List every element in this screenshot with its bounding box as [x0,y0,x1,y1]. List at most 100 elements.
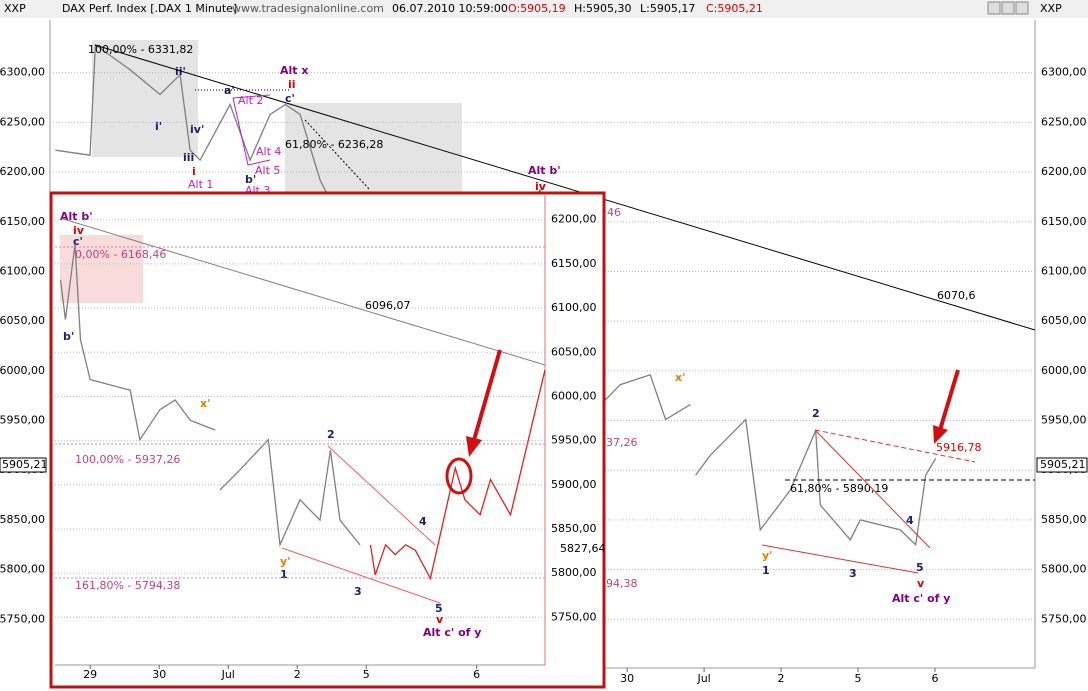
x-tick-label: 2 [294,668,301,681]
zone [60,235,143,303]
btn[interactable] [1015,1,1029,15]
open: O:5905,19 [508,2,566,15]
annotation: 1 [762,564,770,577]
annotation: Alt b' [528,164,561,177]
annotation: 161,80% - 5794,38 [75,579,180,592]
x-tick-label: 30 [152,668,166,681]
annotation: iv [535,180,547,193]
annotation: v [436,613,444,626]
y-tick-label: 6250,00 [1041,115,1087,128]
y-tick-label: 5900,00 [551,478,597,491]
y-tick-label: 6300,00 [1041,66,1087,79]
y-tick-label: 5750,00 [0,612,45,625]
y-tick-label: 6100,00 [551,301,597,314]
arrow [472,349,502,441]
arrow-head [933,425,948,444]
trendline [814,429,931,549]
price-box [1036,457,1088,473]
y-tick-label: 6200,00 [1041,165,1087,178]
trendline [59,217,546,366]
annotation: 46 [607,206,621,219]
y-tick-label: 6150,00 [1041,215,1087,228]
annotation: Alt c' of y [423,626,481,639]
source: www.tradesignalonline.com [232,2,384,15]
y-tick-label: 5800,00 [1041,563,1087,576]
window-buttons[interactable] [987,1,1029,15]
y-tick-label: 6100,00 [0,264,45,277]
y-tick-label: 6050,00 [1041,314,1087,327]
annotation: Alt 4 [256,145,281,158]
annotation: i' [155,120,162,133]
annotation: 3 [849,567,857,580]
y-tick-label: 5800,00 [551,566,597,579]
annotation: 2 [327,428,335,441]
trendline [281,547,441,604]
y-tick-label: 5750,00 [551,610,597,623]
y-tick-label: 5850,00 [1041,513,1087,526]
annotation: 4 [419,515,427,528]
annotation: Alt 5 [255,164,280,177]
annotation: 0,00% - 6168,46 [75,248,166,261]
y-tick-label: 5800,00 [0,563,45,576]
x-tick-label: 29 [83,668,97,681]
annotation: b' [63,330,74,343]
y-tick-label: 5950,00 [0,414,45,427]
x-tick-label: 5 [363,668,370,681]
price-line [59,244,361,548]
y-tick-label: 6050,00 [551,345,597,358]
y-tick-label: 6200,00 [0,165,45,178]
annotation: 61,80% - 6236,28 [285,138,383,151]
annotation: c' [285,92,295,105]
y-tick-label: 6150,00 [0,215,45,228]
annotation: 6096,07 [365,299,411,312]
symbol-right: XXP [1040,2,1062,15]
highlight-circle [445,457,473,495]
annotation: 5 [916,561,924,574]
annotation: a' [224,84,235,97]
datetime: 06.07.2010 10:59:00 [392,2,508,15]
header-bar [0,0,1088,18]
trendline [327,445,436,546]
inset-drawings [55,217,546,604]
y-tick-label: 6300,00 [0,66,45,79]
current-price: 5905,21 [2,458,48,471]
main-drawings [94,44,1036,574]
annotation: i [192,165,196,178]
y-tick-label: 5850,00 [551,522,597,535]
alt-lines [232,94,271,166]
annotation: Alt b' [60,210,93,223]
annotation: 37,26 [606,436,638,449]
annotation: iv' [190,123,204,136]
x-tick-label: 2 [778,672,785,685]
low: L:5905,17 [640,2,695,15]
annotation: v [917,577,925,590]
annotation: y' [762,549,773,562]
annotation: y' [280,555,291,568]
y-tick-label: 6050,00 [0,314,45,327]
y-tick-label: 5950,00 [551,434,597,447]
x-tick-label: 30 [620,672,634,685]
x-tick-label: Jul [221,668,235,681]
high: H:5905,30 [574,2,631,15]
btn[interactable] [1001,1,1015,15]
annotation: 100,00% - 6331,82 [88,43,193,56]
y-tick-label: 6000,00 [0,364,45,377]
y-tick-label: 6150,00 [551,257,597,270]
instrument: DAX Perf. Index [.DAX 1 Minute] [62,2,237,15]
price-line [369,369,546,581]
annotation: Alt x [280,64,308,77]
btn[interactable] [987,1,1001,15]
annotation: 2 [812,407,820,420]
close: C:5905,21 [706,2,763,15]
x-tick-label: 6 [931,672,938,685]
current-price: 5905,21 [1040,458,1086,471]
y-tick-label: 6000,00 [1041,364,1087,377]
annotation: Alt c' of y [892,592,950,605]
trendline [814,429,976,463]
annotation: x' [200,397,210,410]
annotation: b' [245,173,256,186]
arrow-head [466,436,482,457]
trendline [761,544,919,574]
zone [285,103,462,195]
